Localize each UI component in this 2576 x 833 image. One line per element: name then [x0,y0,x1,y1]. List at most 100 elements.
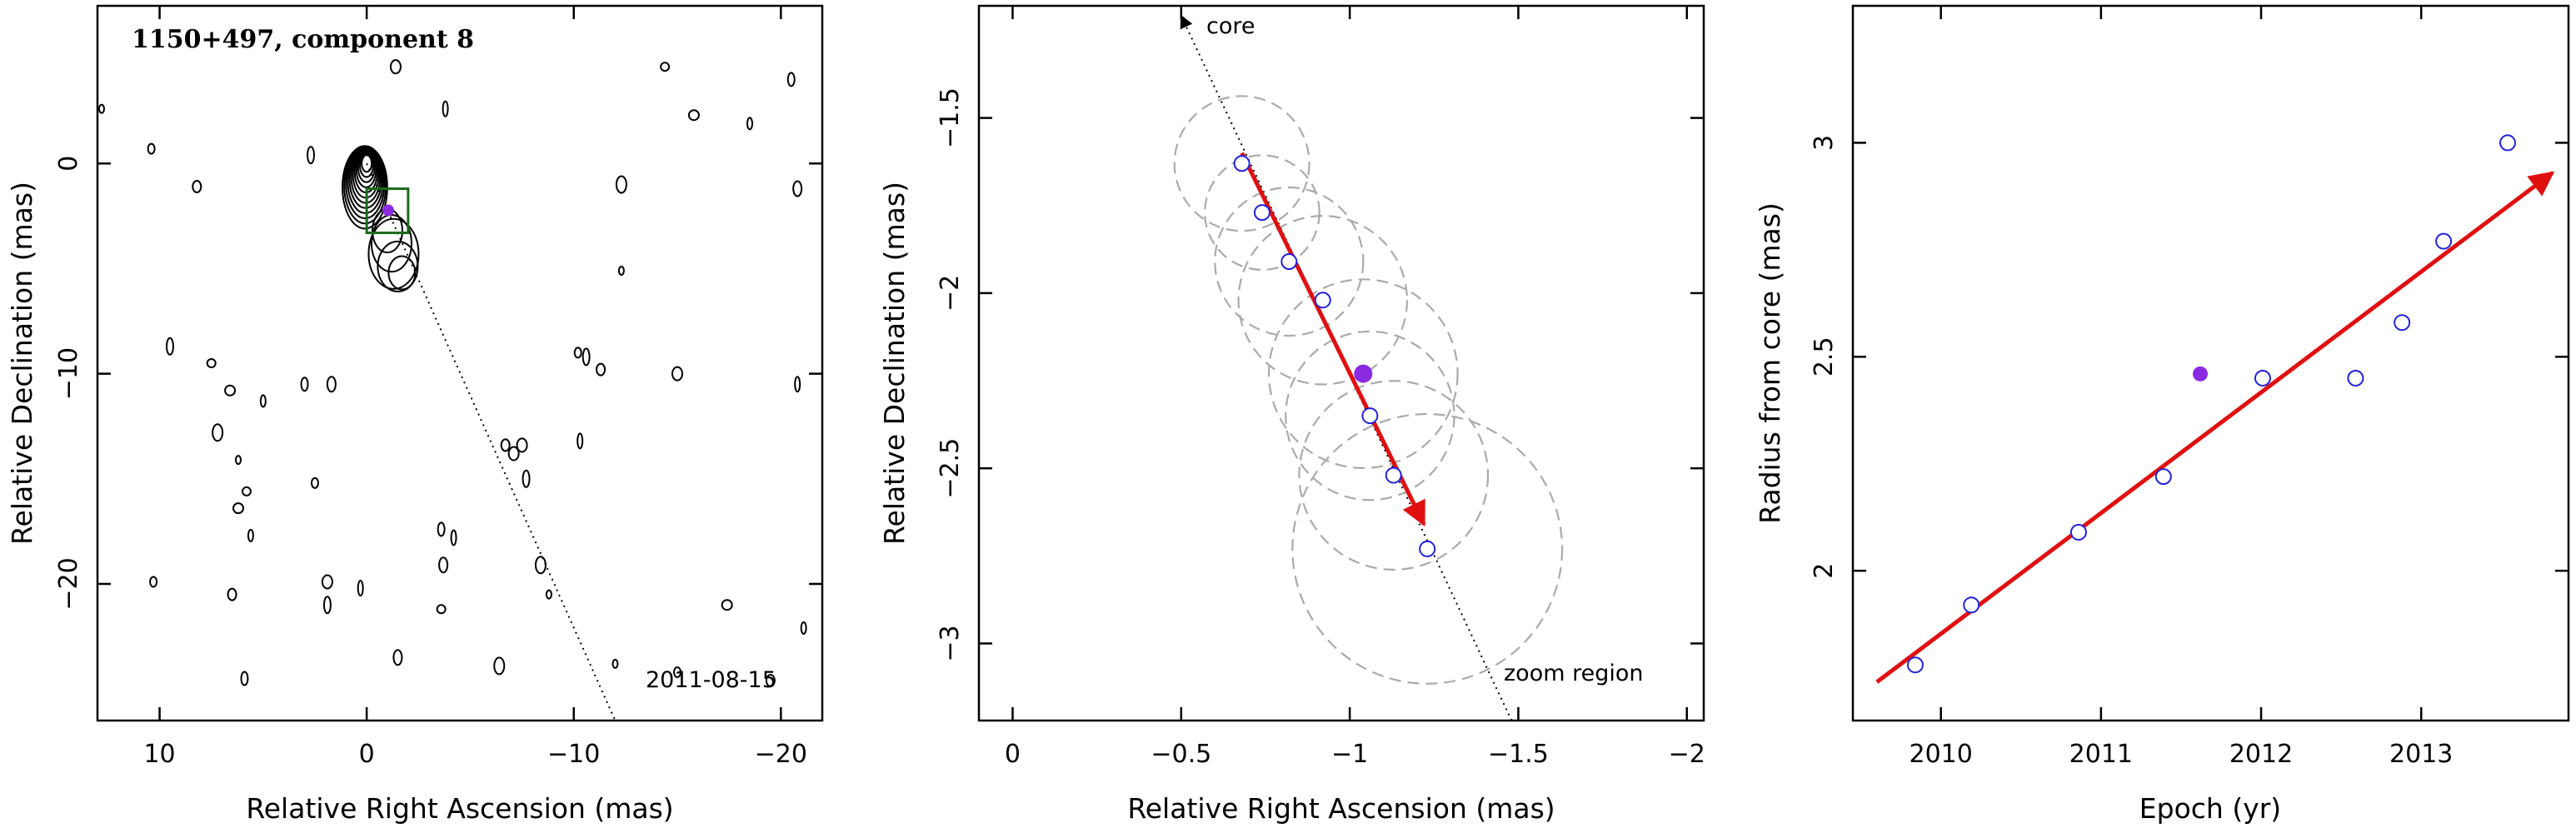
noise-contour [534,556,547,575]
noise-contour [149,576,158,588]
noise-contour [247,528,254,542]
noise-contour [232,502,245,515]
noise-contour [389,59,402,75]
panel-1-x-axis-title: Relative Right Ascension (mas) [246,792,673,825]
core-direction-line [1180,14,1513,721]
fit-arrow [1875,171,2555,684]
noise-contour [147,142,156,155]
radius-point [2435,232,2453,250]
panel-3-y-tick-label: 2.5 [1810,337,1839,377]
panel-1-title: 1150+497, component 8 [132,25,474,54]
noise-contour [240,671,249,686]
position-point [1233,155,1251,172]
panel-2-x-tick-label: −2 [1669,740,1705,769]
noise-contour [500,438,511,452]
jet-contour [387,255,417,291]
noise-contour [617,265,625,276]
noise-contour [615,175,627,194]
noise-contour [97,103,105,114]
panel-3-frame [1851,4,2570,722]
position-point [1253,204,1271,222]
noise-contour [687,109,700,122]
noise-contour [206,358,217,368]
panel-2-y-tick-label: −1.5 [936,87,965,148]
noise-contour [792,180,803,197]
noise-contour [300,377,309,392]
panel-1-axes: 10 0 −10 −20 0 −10 −20 [54,6,822,769]
panel-2-x-tick-label: −0.5 [1151,740,1211,769]
panel-2-y-tick-label: −2.5 [936,438,965,499]
panel-2-y-axis-title: Relative Declination (mas) [878,182,911,545]
panel-1-x-tick-label: 0 [359,740,375,769]
position-point [1419,540,1436,557]
panel-2-x-tick-label: −1.5 [1488,740,1549,769]
highlight-uncertainty-circle [1267,278,1459,470]
noise-contour [307,146,316,165]
noise-contour [442,100,449,117]
core-contour [342,145,388,230]
jet-contour [367,217,420,290]
noise-contour [326,376,337,393]
noise-contour [671,366,683,382]
position-point [1314,292,1331,309]
panel-3-y-axis-title: Radius from core (mas) [1754,202,1786,524]
noise-contour [522,469,531,488]
noise-contour [573,347,582,359]
panel-2-x-tick-label: −1 [1331,740,1368,769]
noise-contour [507,446,520,461]
noise-contour [673,666,681,678]
noise-contour [322,596,332,615]
noise-contour [660,62,671,72]
panel-contour-map: 10 0 −10 −20 0 −10 −20 1150+497, component 8 2… [6,4,824,825]
noise-contour [577,432,584,450]
uncertainty-circle [1298,380,1490,571]
panel-1-x-tick-label: 10 [143,740,175,769]
noise-contour [235,455,242,466]
panel-3-x-tick-label: 2012 [2229,740,2293,769]
noise-contour [450,529,457,546]
position-point [1361,407,1379,425]
jet-direction-line [366,162,617,721]
radius-point [2394,314,2411,332]
noise-contour [545,589,552,600]
noise-contour [596,362,607,377]
panel-2-frame [977,4,1705,722]
panel-3-y-tick-label: 2 [1810,563,1839,579]
motion-arrow [1240,152,1426,527]
noise-contour [800,621,807,635]
panel-1-y-tick-label: −10 [54,347,83,400]
uncertainty-circle [1237,215,1409,386]
panel-3-plot-area [1875,134,2555,684]
highlight-radius-point [2193,366,2209,382]
uncertainty-circle [1173,95,1310,232]
noise-contour [721,599,733,611]
panel-1-y-axis-title: Relative Declination (mas) [6,182,38,545]
noise-contour [259,394,267,408]
radius-point [1963,596,1980,614]
zoom-region-box [365,187,410,235]
noise-contour [438,556,449,574]
radius-point [2069,523,2087,541]
core-annotation: core [1206,13,1255,39]
panel-1-y-tick-label: 0 [54,156,83,172]
panel-2-y-tick-label: −3 [936,625,965,661]
noise-contour [765,674,776,688]
noise-contour [392,649,403,666]
noise-contour [224,384,237,397]
radius-point [2254,369,2271,387]
panel-3-x-axis-title: Epoch (yr) [2139,792,2281,825]
uncertainty-circle [1291,412,1564,685]
noise-contour [786,72,796,87]
radius-point [1906,656,1924,674]
noise-contour [493,656,506,676]
noise-contour [311,476,319,489]
panel-2-x-tick-label: 0 [1005,740,1021,769]
uncertainty-circle [1285,330,1455,501]
component-marker [382,204,394,217]
noise-contour [227,587,237,601]
zoom-region-annotation: zoom region [1504,661,1643,686]
noise-contour [357,580,364,597]
noise-contour [582,347,591,367]
noise-contour [321,574,333,590]
